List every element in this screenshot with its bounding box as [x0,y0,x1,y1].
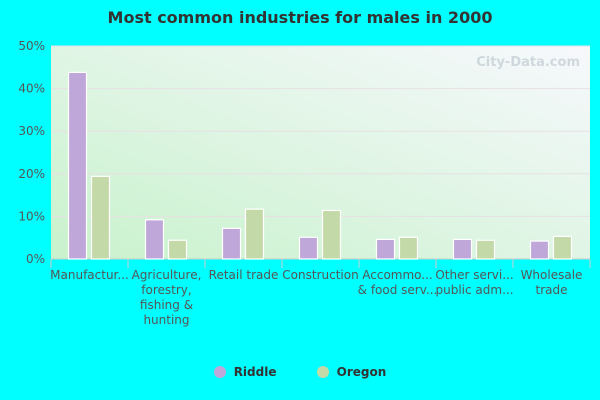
legend-swatch [213,366,226,378]
bar-oregon[interactable] [321,209,342,260]
y-tick-label: 10% [18,209,45,223]
y-tick-label: 50% [18,39,45,53]
x-tick-label: Other servi... [435,268,513,282]
bar-oregon[interactable] [244,208,265,260]
x-tick-label: public adm... [435,283,513,297]
chart-title: Most common industries for males in 2000 [107,8,493,27]
x-tick-label: fishing & [140,298,193,312]
bar-riddle[interactable] [529,240,550,260]
bar-oregon[interactable] [552,235,573,260]
x-tick-label: Accommo... [362,268,433,282]
y-tick-label: 0% [26,252,45,266]
x-tick-label: Wholesale [521,268,583,282]
bar-riddle[interactable] [67,71,88,260]
bar-riddle[interactable] [375,238,396,260]
bar-riddle[interactable] [144,219,165,260]
legend-label: Oregon [336,365,387,379]
legend-item-riddle[interactable]: Riddle [213,365,277,379]
x-tick-label: Construction [282,268,358,282]
legend-label: Riddle [233,365,277,379]
watermark: City-Data.com [476,55,580,70]
x-tick-label: hunting [143,313,189,327]
legend-swatch [316,366,329,378]
y-tick-label: 30% [18,124,45,138]
bar-oregon[interactable] [90,175,111,260]
bar-oregon[interactable] [475,239,496,260]
bar-oregon[interactable] [398,236,419,260]
x-tick-label: Retail trade [209,268,279,282]
x-tick-label: forestry, [141,283,191,297]
plot-area [51,46,590,259]
bar-riddle[interactable] [298,236,319,260]
x-tick-label: trade [536,283,568,297]
bar-oregon[interactable] [167,239,188,260]
bar-riddle[interactable] [452,238,473,260]
x-tick-label: & food serv... [358,283,438,297]
x-tick-label: Manufactur... [50,268,129,282]
x-tick-label: Agriculture, [132,268,202,282]
y-tick-label: 20% [18,167,45,181]
bar-riddle[interactable] [221,227,242,260]
legend-item-oregon[interactable]: Oregon [316,365,387,379]
legend: Riddle Oregon [0,365,600,381]
y-tick-label: 40% [18,82,45,96]
